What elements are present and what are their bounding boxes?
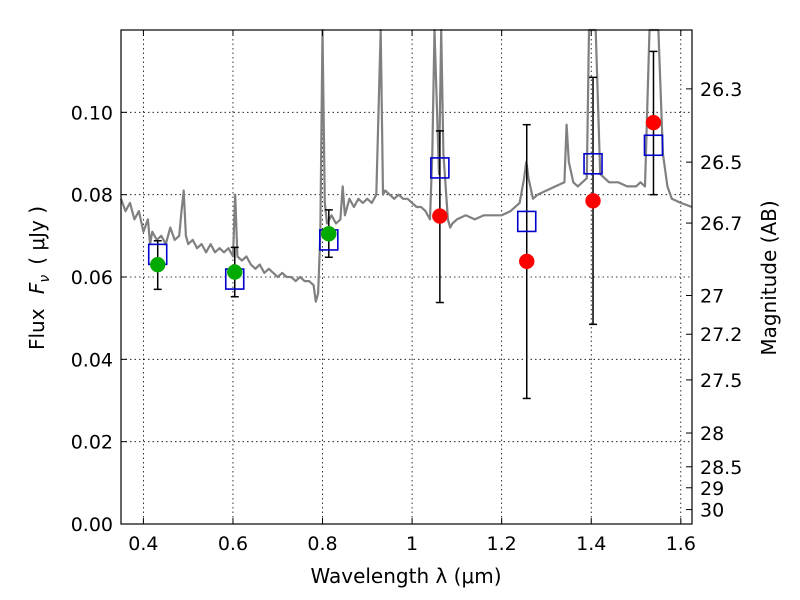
right-tick-label: 27.5 xyxy=(700,370,742,392)
right-tick-label: 28.5 xyxy=(700,457,742,479)
y-axis-label-subscript: ν xyxy=(37,275,53,283)
x-tick-label: 1.4 xyxy=(576,533,606,555)
x-tick-label: 1 xyxy=(406,533,418,555)
right-tick-label: 29 xyxy=(700,478,724,500)
y-tick-label: 0.00 xyxy=(71,514,113,536)
right-tick-label: 27 xyxy=(700,286,724,308)
x-tick-label: 0.4 xyxy=(128,533,158,555)
right-axis-label: Magnitude (AB) xyxy=(757,200,781,355)
detection-point xyxy=(321,226,337,242)
model-photometry-square xyxy=(643,134,664,157)
spectrum-line xyxy=(119,28,693,303)
y-axis-label-unit: ( μJy ) xyxy=(25,206,49,265)
right-tick-label: 26.3 xyxy=(700,79,742,101)
right-tick-label: 28 xyxy=(700,423,724,445)
x-tick-label: 0.8 xyxy=(307,533,337,555)
x-tick-label: 0.6 xyxy=(218,533,248,555)
detection-point xyxy=(227,264,243,280)
right-tick-label: 26.7 xyxy=(700,213,742,235)
x-tick-label: 1.2 xyxy=(487,533,517,555)
y-axis-label-symbol: F xyxy=(25,282,49,294)
upper-limit-point xyxy=(645,114,662,131)
upper-limit-point xyxy=(518,253,535,270)
y-tick-label: 0.02 xyxy=(71,432,113,454)
detection-point xyxy=(149,256,166,273)
tick-layer: 0.4 0.6 0.8 1 1.2 1.4 1.6 0.00 0.02 0.04 0.06 0.08 0… xyxy=(71,30,742,555)
right-tick-label: 30 xyxy=(700,500,724,522)
grid-layer xyxy=(121,30,692,525)
y-tick-label: 0.06 xyxy=(71,267,113,289)
model-photometry-square xyxy=(430,157,450,179)
y-tick-label: 0.10 xyxy=(71,102,113,124)
y-tick-label: 0.04 xyxy=(71,349,113,371)
y-tick-label: 0.08 xyxy=(71,185,113,207)
upper-limit-point xyxy=(585,193,601,209)
x-axis-label: Wavelength λ (μm) xyxy=(310,564,501,588)
y-axis-label: Flux Fν ( μJy ) xyxy=(25,206,53,350)
marker-layer xyxy=(147,50,664,400)
model-photometry-square xyxy=(516,210,537,233)
x-tick-label: 1.6 xyxy=(666,533,696,555)
right-tick-label: 27.2 xyxy=(700,324,742,346)
y-axis-label-text: Flux xyxy=(25,308,49,350)
right-tick-label: 26.5 xyxy=(700,152,742,174)
upper-limit-point xyxy=(432,208,448,224)
spectrum-layer xyxy=(119,28,693,303)
model-photometry-square xyxy=(583,152,603,175)
